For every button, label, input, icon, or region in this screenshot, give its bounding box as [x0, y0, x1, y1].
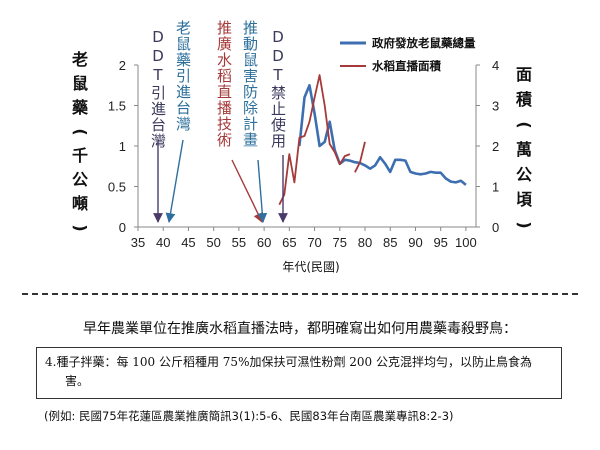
- y-left-title-char: 千: [72, 146, 88, 165]
- y-right-title-char: 面: [516, 65, 532, 84]
- y-left-title-char: 鼠: [72, 74, 88, 93]
- y-right-tick-label: 0: [492, 220, 499, 235]
- x-axis-title: 年代(民國): [282, 260, 339, 274]
- y-left-tick-label: 0: [119, 220, 126, 235]
- y-left-tick-label: 1: [119, 139, 126, 154]
- x-tick-label: 75: [333, 235, 347, 250]
- y-right-title-char: 公: [516, 165, 532, 184]
- quote-line-2: 害。: [65, 374, 90, 388]
- y-left-title-char: 藥: [71, 98, 89, 117]
- y-right-tick-label: 3: [492, 99, 499, 114]
- example-reference: (例如: 民國75年花蓮區農業推廣簡訊3(1):5-6、民國83年台南區農業專訊…: [44, 409, 454, 423]
- annotation-label: 推動鼠害防除計畫: [241, 20, 259, 148]
- y-left-title-char: 噸: [72, 194, 88, 213]
- y-left-title-char: 老: [71, 50, 88, 69]
- annotation-label: DDT禁止使用: [269, 28, 287, 149]
- x-tick-label: 60: [257, 235, 271, 250]
- x-tick-label: 80: [358, 235, 372, 250]
- chart: 0 0.5 1 1.5 2 0 1 2 3 4 35 40 45 50 55 60 65 70 75 80 85 90 95…: [71, 20, 534, 274]
- series-line-direct-seeding: [354, 141, 366, 173]
- y-left-title-char: 公: [72, 170, 88, 189]
- caption-text: 早年農業單位在推廣水稻直播法時，都明確寫出如何用農藥毒殺野鳥：: [83, 321, 517, 337]
- y-right-title-char: 萬: [516, 140, 532, 159]
- x-tick-label: 50: [206, 235, 220, 250]
- x-tick-label: 40: [156, 235, 170, 250]
- y-left-title-char: (: [71, 128, 90, 135]
- series-line-direct-seeding: [278, 74, 351, 206]
- y-right-title-char: (: [515, 121, 534, 128]
- legend-label: 政府發放老鼠藥總量: [372, 36, 476, 50]
- annotation-arrow: [165, 139, 184, 223]
- annotation-label: DDT引進台灣: [149, 28, 167, 149]
- quote-text: 4.種子拌藥：每 100 公斤稻種用 75%加保扶可濕性粉劑 200 公克混拌均…: [45, 353, 553, 391]
- x-tick-label: 45: [181, 235, 195, 250]
- y-right-title-char: 積: [515, 90, 533, 109]
- y-right-tick-label: 1: [492, 180, 499, 195]
- x-tick-label: 55: [232, 235, 246, 250]
- y-right-title-char: ): [515, 221, 534, 228]
- quote-line-1: 4.種子拌藥：每 100 公斤稻種用 75%加保扶可濕性粉劑 200 公克混拌均…: [45, 355, 533, 369]
- x-tick-label: 35: [131, 235, 145, 250]
- annotation-label: 老鼠藥引進台灣: [174, 20, 192, 132]
- x-tick-label: 95: [433, 235, 447, 250]
- x-tick-label: 65: [282, 235, 296, 250]
- series-line-rodenticide: [298, 84, 467, 186]
- x-tick-label: 70: [307, 235, 321, 250]
- y-left-tick-label: 0.5: [108, 180, 126, 195]
- y-right-tick-label: 2: [492, 139, 499, 154]
- quote-box: 4.種子拌藥：每 100 公斤稻種用 75%加保扶可濕性粉劑 200 公克混拌均…: [36, 347, 562, 399]
- legend-label: 水稻直播面積: [372, 59, 441, 73]
- x-tick-label: 90: [408, 235, 422, 250]
- dashed-separator: [22, 293, 578, 295]
- annotation-label: 推廣水稻直播技術: [215, 20, 233, 148]
- x-tick-label: 85: [383, 235, 397, 250]
- y-left-title-char: ): [71, 224, 90, 231]
- y-right-title-char: 頃: [516, 190, 533, 209]
- annotation-arrow: [231, 159, 263, 223]
- x-tick-label: 100: [455, 235, 477, 250]
- y-right-tick-label: 4: [492, 58, 499, 73]
- annotation-arrow: [257, 159, 268, 223]
- y-left-tick-label: 2: [119, 58, 126, 73]
- y-left-tick-label: 1.5: [108, 99, 126, 114]
